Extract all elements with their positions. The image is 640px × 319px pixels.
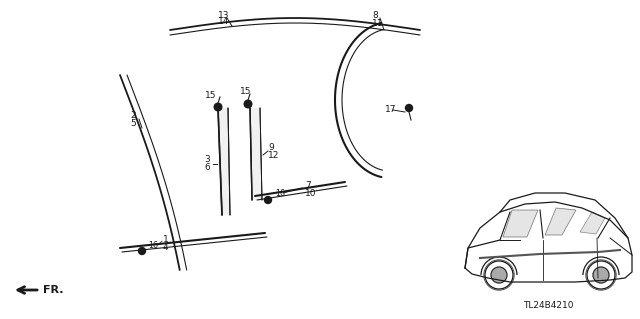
- Text: 17: 17: [385, 106, 397, 115]
- Text: 3: 3: [204, 155, 210, 165]
- Polygon shape: [503, 210, 538, 237]
- Text: 11: 11: [372, 19, 383, 27]
- Polygon shape: [545, 208, 576, 235]
- Text: 13: 13: [218, 11, 230, 19]
- Circle shape: [244, 100, 252, 108]
- Text: 16: 16: [275, 189, 285, 197]
- Text: 10: 10: [305, 189, 317, 198]
- Text: 15: 15: [240, 86, 252, 95]
- Text: TL24B4210: TL24B4210: [523, 300, 573, 309]
- Text: 4: 4: [163, 242, 168, 251]
- Text: 16: 16: [148, 241, 158, 249]
- Text: 9: 9: [268, 143, 274, 152]
- Text: 7: 7: [305, 182, 311, 190]
- Text: 6: 6: [204, 164, 210, 173]
- Text: 1: 1: [163, 234, 169, 243]
- Text: 5: 5: [130, 118, 136, 128]
- Circle shape: [593, 267, 609, 283]
- Circle shape: [138, 248, 145, 255]
- Text: 8: 8: [372, 11, 378, 19]
- Circle shape: [264, 197, 271, 204]
- Circle shape: [491, 267, 507, 283]
- Circle shape: [485, 261, 513, 289]
- Text: 14: 14: [218, 18, 229, 26]
- Circle shape: [214, 103, 222, 111]
- Circle shape: [587, 261, 615, 289]
- Circle shape: [586, 260, 616, 290]
- Polygon shape: [580, 212, 605, 234]
- Polygon shape: [218, 108, 230, 215]
- Text: 2: 2: [130, 110, 136, 120]
- Text: FR.: FR.: [43, 285, 63, 295]
- Text: 15: 15: [205, 91, 216, 100]
- Text: 12: 12: [268, 151, 280, 160]
- Circle shape: [484, 260, 514, 290]
- Circle shape: [406, 105, 413, 112]
- Polygon shape: [250, 108, 262, 200]
